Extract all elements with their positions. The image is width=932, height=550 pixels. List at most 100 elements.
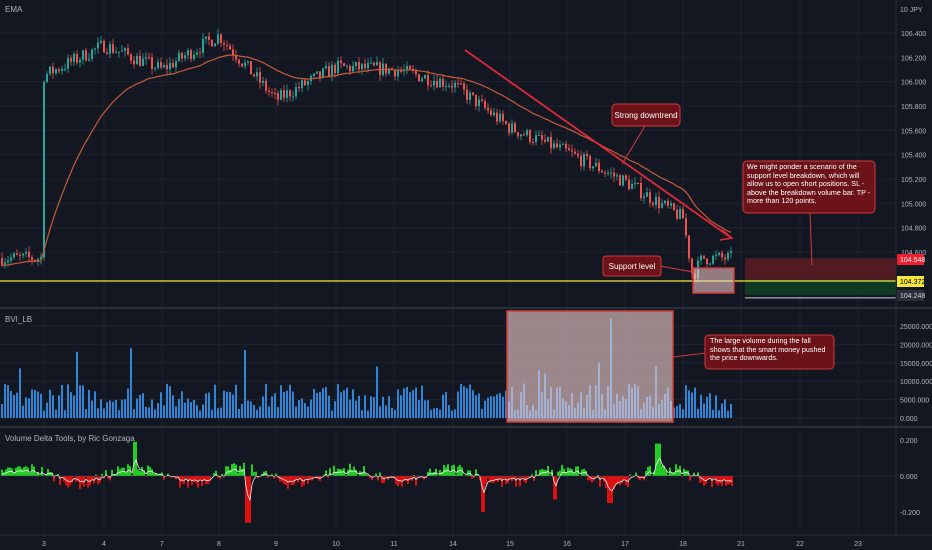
volume-bar <box>112 401 114 418</box>
time-tick-label: 15 <box>506 541 514 548</box>
candle-body <box>61 68 63 72</box>
volume-bar <box>175 406 177 418</box>
candle-body <box>34 259 36 261</box>
delta-bar <box>699 476 701 483</box>
volume-bar <box>703 403 705 418</box>
volume-bar <box>277 407 279 418</box>
volume-bar <box>109 400 111 418</box>
delta-bar <box>527 476 529 478</box>
candle-body <box>148 57 150 59</box>
candle-body <box>313 73 315 77</box>
volume-bar <box>16 392 18 418</box>
delta-bar <box>409 476 411 479</box>
delta-bar <box>367 475 369 476</box>
candle-body <box>628 179 630 190</box>
delta-bar <box>349 463 351 476</box>
delta-bar <box>681 476 683 478</box>
candle-body <box>349 65 351 72</box>
delta-bar <box>369 476 371 479</box>
delta-axis[interactable]: 0.200 0.000 -0.200 <box>900 438 920 517</box>
volume-bar <box>97 408 99 418</box>
volume-bar <box>493 396 495 418</box>
candle-body <box>607 172 609 174</box>
volume-bar <box>481 408 483 418</box>
candle-body <box>394 69 396 77</box>
volume-bar <box>55 409 57 418</box>
volume-bar <box>427 400 429 418</box>
target-price-label: 104.248 <box>900 293 925 300</box>
time-tick-label: 10 <box>332 541 340 548</box>
downtrend-callout[interactable]: Strong downtrend <box>611 103 681 165</box>
volume-bar <box>727 410 729 418</box>
delta-bar <box>635 472 637 476</box>
support-callout[interactable]: Support level <box>602 255 694 277</box>
delta-bar <box>533 476 535 482</box>
candle-body <box>289 90 291 97</box>
current-price-tag <box>897 276 924 287</box>
delta-bar <box>711 476 713 488</box>
delta-bar <box>483 476 485 512</box>
volume-bar <box>502 396 504 418</box>
volume-bar <box>697 408 699 418</box>
volume-bar <box>445 391 447 418</box>
volume-bar <box>64 410 66 418</box>
delta-bar <box>489 476 491 483</box>
delta-bar <box>81 476 83 485</box>
price-tick-label: 106.000 <box>901 80 926 87</box>
candle-body <box>25 251 27 254</box>
delta-bar <box>623 476 625 480</box>
volume-bar <box>7 385 9 418</box>
delta-pane[interactable] <box>0 441 896 523</box>
candle-body <box>358 61 360 70</box>
delta-bar <box>21 468 23 476</box>
candle-body <box>226 44 228 46</box>
time-tick-label: 9 <box>274 541 278 548</box>
delta-bar <box>473 476 475 478</box>
delta-bar <box>535 470 537 476</box>
price-pane[interactable] <box>0 28 896 299</box>
delta-bar <box>255 471 257 476</box>
volume-bar <box>451 410 453 418</box>
delta-bar <box>379 472 381 476</box>
volume-bar <box>721 403 723 418</box>
volume-bar <box>73 395 75 418</box>
candle-body <box>544 139 546 142</box>
candle-body <box>469 92 471 100</box>
delta-bar <box>485 476 487 485</box>
delta-bar <box>141 466 143 476</box>
volume-axis[interactable]: 25000.000 20000.000 15000.000 10000.000 5000… <box>900 324 932 423</box>
candle-body <box>340 60 342 64</box>
candle-body <box>16 253 18 256</box>
volume-bar <box>418 399 420 418</box>
volume-bar <box>70 392 72 418</box>
price-axis[interactable]: 106.400 106.200 106.000 105.800 105.600 105.4… <box>901 31 926 257</box>
candle-body <box>262 80 264 83</box>
volume-tick-label: 5000.000 <box>900 398 929 405</box>
volume-bar <box>205 393 207 418</box>
candle-body <box>241 63 243 67</box>
volume-bar <box>232 394 234 418</box>
volume-pane[interactable] <box>1 310 732 423</box>
volume-bar <box>379 406 381 418</box>
candle-body <box>547 136 549 142</box>
candle-body <box>730 251 732 253</box>
time-axis[interactable]: 3 4 7 8 9 10 11 14 15 16 17 18 21 22 23 <box>42 541 862 548</box>
candle-body <box>220 34 222 44</box>
candle-body <box>82 50 84 60</box>
delta-bar <box>87 476 89 488</box>
delta-bar <box>371 476 373 481</box>
volume-callout[interactable]: The large volume during the fall shows t… <box>672 334 835 370</box>
candle-body <box>58 69 60 72</box>
candle-body <box>286 90 288 98</box>
delta-bar <box>675 464 677 476</box>
delta-bar <box>607 476 609 503</box>
delta-bar <box>561 464 563 476</box>
candle-body <box>511 123 513 133</box>
delta-bar <box>695 476 697 477</box>
volume-bar <box>283 392 285 418</box>
volume-bars <box>1 318 732 418</box>
candle-body <box>139 55 141 66</box>
scenario-callout[interactable]: We might ponder a scenario of the suppor… <box>742 160 876 266</box>
candle-body <box>202 38 204 53</box>
